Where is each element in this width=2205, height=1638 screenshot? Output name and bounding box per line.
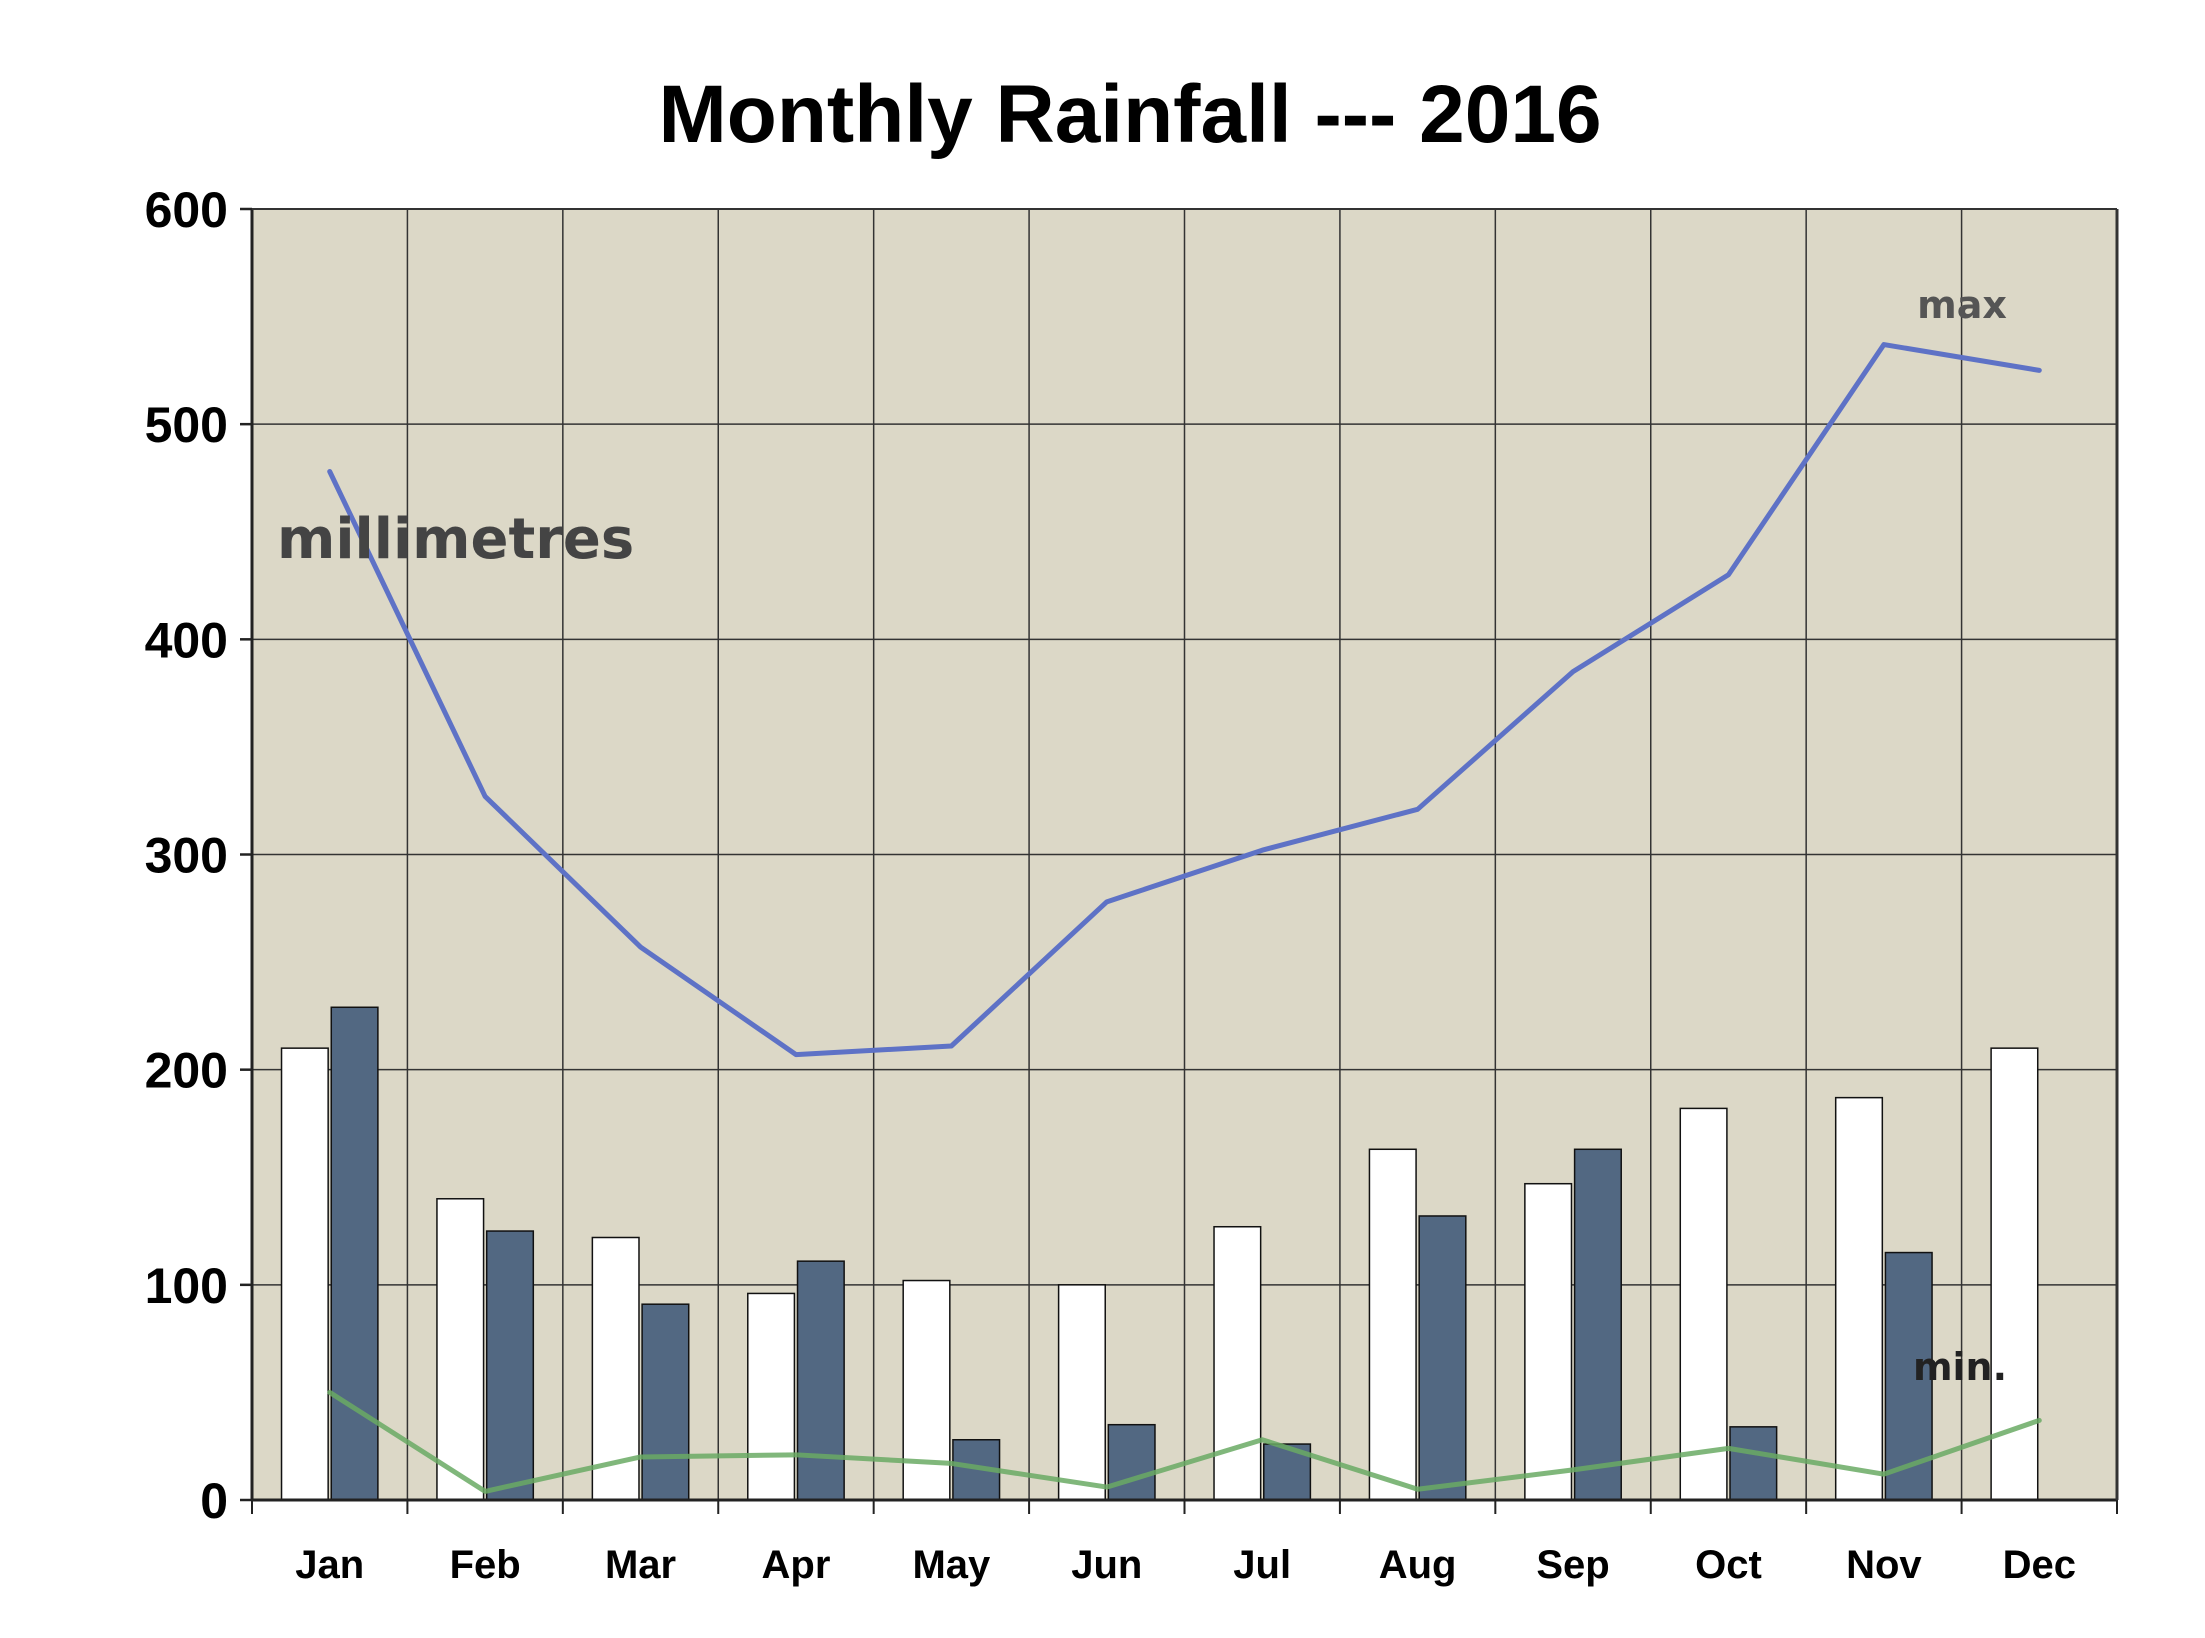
blue-bar [485, 1230, 535, 1501]
chart-title: Monthly Rainfall --- 2016 [658, 69, 1601, 160]
x-tick-label: May [912, 1543, 991, 1587]
y-tick-label: 600 [145, 182, 228, 238]
white-bar [591, 1236, 640, 1501]
max-line [327, 342, 2042, 1058]
x-tick-label: Jun [1071, 1543, 1142, 1587]
blue-bar [1729, 1426, 1778, 1501]
blue-bar [641, 1303, 690, 1501]
blue-bar [1573, 1148, 1622, 1501]
max-series-label: max [1917, 283, 2007, 327]
white-bar [1834, 1096, 1884, 1501]
white-bar [1679, 1107, 1728, 1501]
white-bar [280, 1047, 329, 1501]
grid-lines [252, 208, 2118, 1500]
min-series-label: min. [1913, 1345, 2007, 1389]
y-tick-label: 0 [200, 1473, 228, 1529]
y-tick-label: 500 [145, 397, 228, 453]
x-tick-label: Mar [605, 1543, 676, 1587]
y-tick-label: 400 [145, 612, 228, 668]
x-tick-label: Feb [450, 1543, 521, 1587]
x-tick-label: Jan [295, 1543, 364, 1587]
series-lines [327, 342, 2042, 1494]
x-tick-label: Apr [762, 1543, 831, 1587]
white-bar [1368, 1148, 1417, 1501]
white-bar [1524, 1182, 1573, 1501]
white-bar [902, 1279, 951, 1501]
x-tick-label: Oct [1695, 1543, 1762, 1587]
x-tick-label: Dec [2003, 1543, 2076, 1587]
blue-bar [330, 1006, 379, 1501]
unit-label: millimetres [277, 507, 634, 572]
tick-labels: 0 100 200 300 400 500 600 Jan Feb Mar Apr May Jun Jul… [145, 182, 2076, 1587]
x-tick-label: Nov [1846, 1543, 1922, 1587]
blue-bar [1418, 1215, 1467, 1501]
blue-bar [1107, 1423, 1156, 1501]
blue-bar [796, 1260, 845, 1501]
axes [240, 207, 2119, 1514]
y-tick-label: 100 [145, 1258, 228, 1314]
white-bar [747, 1292, 796, 1501]
white-bar [1057, 1284, 1106, 1501]
y-tick-label: 200 [145, 1043, 228, 1099]
x-tick-label: Sep [1536, 1543, 1609, 1587]
y-tick-label: 300 [145, 828, 228, 884]
x-tick-label: Aug [1379, 1543, 1457, 1587]
x-tick-label: Jul [1233, 1543, 1291, 1587]
white-bar [436, 1198, 485, 1501]
min-line [327, 1389, 2042, 1494]
white-bar [1213, 1225, 1262, 1501]
